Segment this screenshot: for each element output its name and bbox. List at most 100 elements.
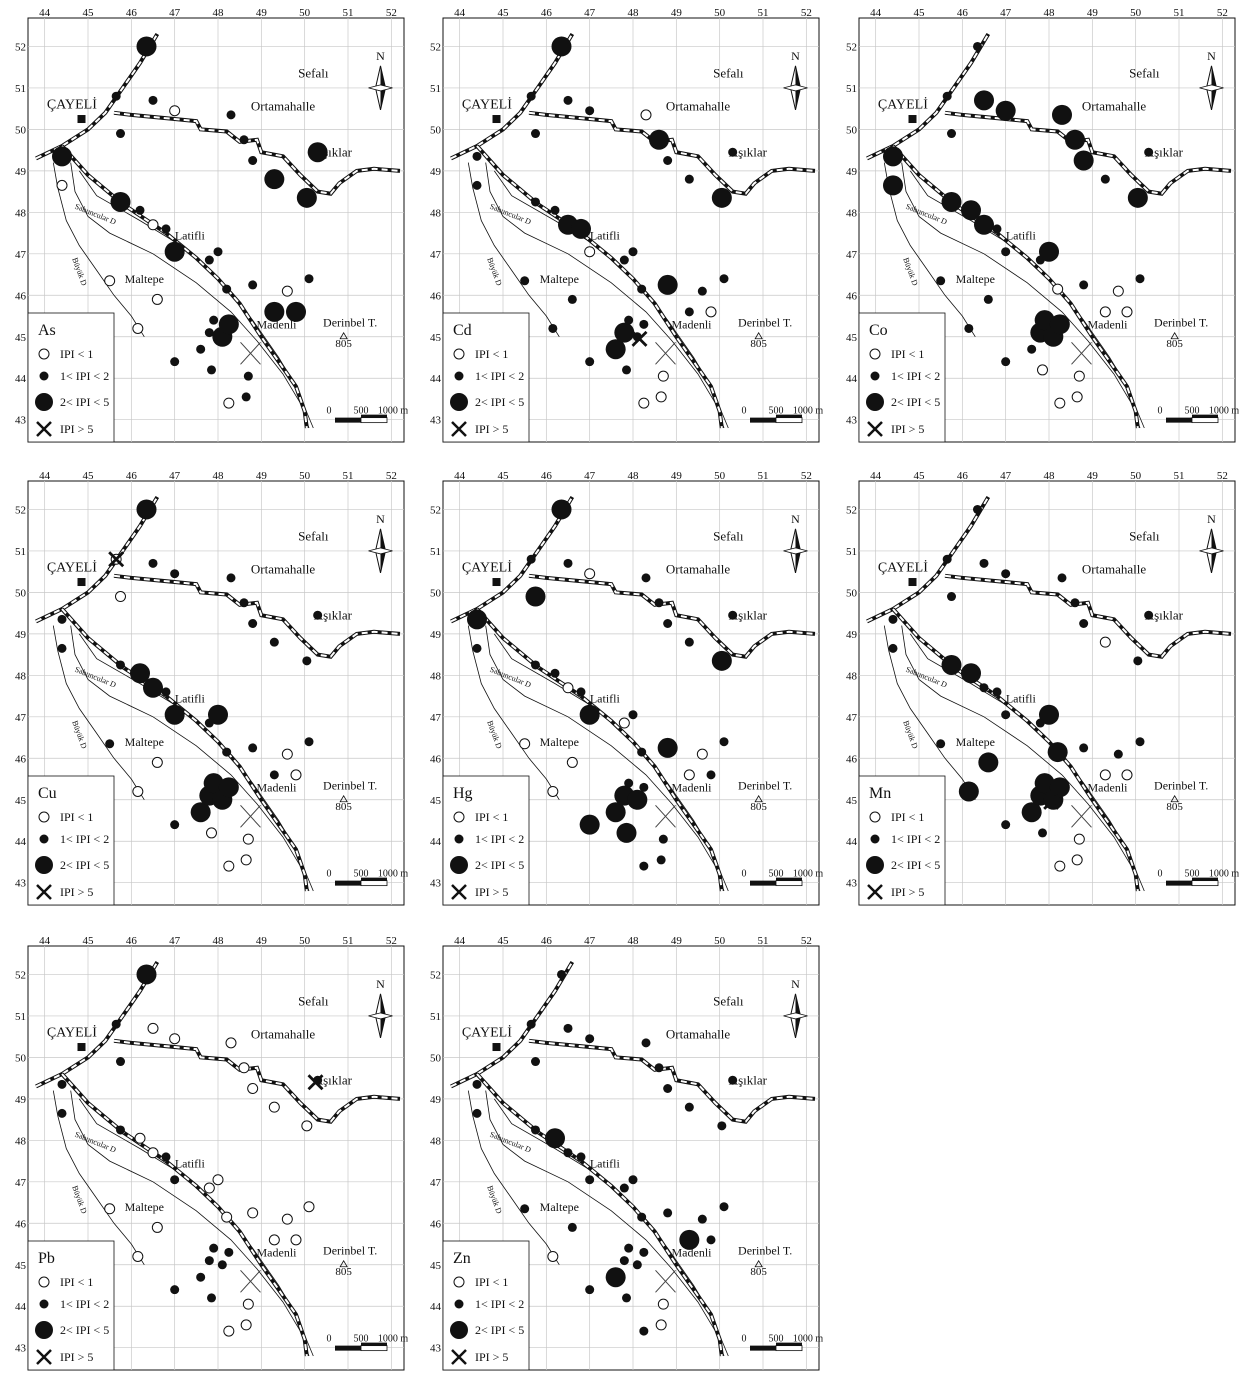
station-ipi-moderate	[728, 148, 737, 157]
station-ipi-low	[304, 1202, 314, 1212]
x-tick-label: 52	[1217, 7, 1228, 19]
place-label-madenli: Madenli	[672, 780, 713, 794]
x-tick-label: 51	[758, 7, 769, 19]
station-ipi-high	[974, 90, 994, 110]
station-ipi-moderate	[720, 1202, 729, 1211]
x-tick-label: 52	[386, 470, 397, 482]
x-tick-label: 47	[584, 470, 596, 482]
x-tick-label: 46	[957, 470, 969, 482]
x-tick-label: 52	[386, 7, 397, 19]
station-ipi-low	[224, 398, 234, 408]
station-ipi-high	[679, 1230, 699, 1250]
station-ipi-low	[152, 1222, 162, 1232]
y-tick-label: 51	[430, 1011, 441, 1023]
x-tick-label: 45	[83, 935, 95, 947]
station-ipi-high	[1074, 150, 1094, 170]
station-ipi-moderate	[305, 274, 314, 283]
station-ipi-moderate	[993, 687, 1002, 696]
station-ipi-high	[606, 1267, 626, 1287]
place-label-ortamahalle: Ortamahalle	[251, 1027, 315, 1042]
legend-symbol-small-dot	[40, 835, 49, 844]
legend-symbol-large-dot	[450, 1321, 468, 1339]
north-label: N	[376, 512, 385, 526]
legend-label: IPI < 1	[475, 1275, 508, 1289]
station-ipi-low	[241, 1320, 251, 1330]
x-tick-label: 45	[914, 7, 926, 19]
place-label-cayeli: ÇAYELİ	[462, 1025, 512, 1041]
scale-label-0: 0	[742, 406, 747, 417]
scale-seg-1	[750, 881, 776, 886]
station-ipi-moderate	[663, 1208, 672, 1217]
station-ipi-moderate	[116, 1057, 125, 1066]
station-ipi-moderate	[1071, 598, 1080, 607]
scale-label-500: 500	[769, 1334, 784, 1345]
station-ipi-moderate	[1001, 710, 1010, 719]
station-ipi-moderate	[520, 1204, 529, 1213]
x-tick-label: 50	[299, 935, 311, 947]
station-ipi-low	[1072, 855, 1082, 865]
x-tick-label: 44	[454, 7, 466, 19]
station-ipi-low	[1074, 371, 1084, 381]
station-ipi-moderate	[244, 372, 253, 381]
y-tick-label: 44	[846, 836, 858, 848]
legend-title: As	[38, 322, 56, 339]
y-tick-label: 51	[15, 83, 26, 95]
x-tick-label: 51	[758, 935, 769, 947]
station-ipi-low	[548, 1251, 558, 1261]
legend-symbol-large-dot	[450, 393, 468, 411]
station-ipi-low	[282, 1214, 292, 1224]
station-ipi-moderate	[564, 96, 573, 105]
legend: HgIPI < 11< IPI < 22< IPI < 5IPI > 5	[443, 776, 529, 905]
legend-symbol-small-dot	[40, 372, 49, 381]
station-ipi-low	[148, 1148, 158, 1158]
station-ipi-high	[1050, 314, 1070, 334]
legend-title: Hg	[453, 785, 473, 802]
station-ipi-low	[239, 1063, 249, 1073]
place-label-maltepe: Maltepe	[125, 272, 164, 286]
y-tick-label: 48	[15, 670, 27, 682]
north-label: N	[376, 977, 385, 991]
y-tick-label: 51	[846, 546, 857, 558]
y-tick-label: 44	[15, 836, 27, 848]
legend-symbol-large-dot	[866, 393, 884, 411]
station-ipi-moderate	[698, 287, 707, 296]
x-tick-label: 44	[39, 470, 51, 482]
map-canvas: 44 45 46 47 48 49 50 51 5243444546474849505152Sa…	[8, 8, 408, 443]
station-ipi-moderate	[531, 660, 540, 669]
x-tick-label: 52	[801, 7, 812, 19]
station-ipi-low	[567, 757, 577, 767]
station-ipi-moderate	[222, 285, 231, 294]
place-label-sefali: Sefalı	[713, 529, 744, 544]
legend-symbol-large-dot	[450, 856, 468, 874]
x-tick-label: 48	[628, 470, 640, 482]
station-ipi-moderate	[642, 573, 651, 582]
legend-label: IPI < 1	[60, 1275, 93, 1289]
north-label: N	[791, 49, 800, 63]
place-label-derinbel: Derinbel T.	[323, 778, 377, 792]
place-label-maltepe: Maltepe	[956, 735, 995, 749]
station-ipi-moderate	[1136, 274, 1145, 283]
place-label-latifli: Latifli	[590, 228, 621, 242]
station-ipi-low	[269, 1102, 279, 1112]
station-ipi-moderate	[659, 835, 668, 844]
x-tick-label: 44	[870, 470, 882, 482]
map-canvas: 44 45 46 47 48 49 50 51 5243444546474849505152Sa…	[8, 936, 408, 1371]
station-ipi-moderate	[889, 644, 898, 653]
legend-label: IPI > 5	[60, 422, 93, 436]
legend-symbol-small-dot	[455, 372, 464, 381]
place-label-derinbel: Derinbel T.	[738, 778, 792, 792]
station-ipi-moderate	[248, 743, 257, 752]
place-label-sefali: Sefalı	[713, 66, 744, 81]
x-tick-label: 49	[1087, 470, 1099, 482]
x-tick-label: 50	[299, 7, 311, 19]
scale-label-500: 500	[769, 869, 784, 880]
x-tick-label: 48	[1044, 470, 1056, 482]
scale-label-500: 500	[1185, 869, 1200, 880]
station-ipi-moderate	[473, 644, 482, 653]
legend-symbol-small-dot	[871, 372, 880, 381]
station-ipi-low	[548, 786, 558, 796]
scale-seg-1	[335, 881, 361, 886]
y-tick-label: 46	[846, 290, 858, 302]
legend-symbol-open-circle	[454, 1277, 464, 1287]
station-ipi-moderate	[655, 1063, 664, 1072]
